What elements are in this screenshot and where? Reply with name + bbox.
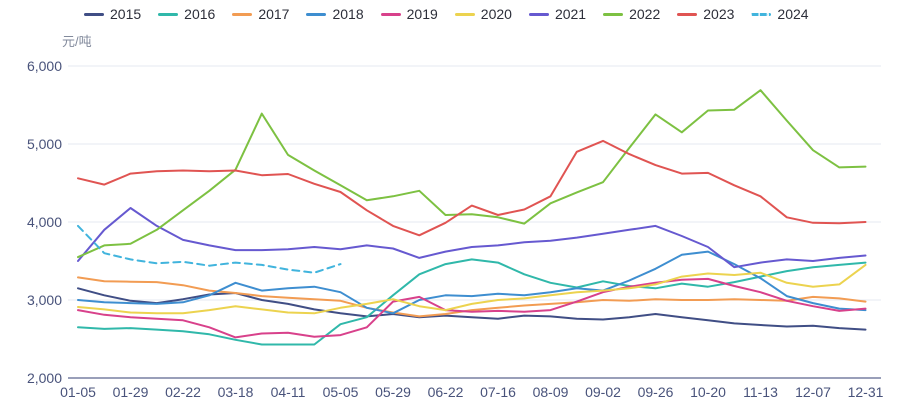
- x-axis-tick-label: 12-31: [848, 384, 884, 400]
- legend-label: 2017: [258, 6, 290, 22]
- legend-item-2023[interactable]: 2023: [677, 4, 734, 24]
- x-axis-tick-label: 02-22: [165, 384, 201, 400]
- series-line-2024: [77, 224, 342, 274]
- y-axis-tick-label: 5,000: [27, 136, 62, 152]
- x-axis-tick-label: 03-18: [218, 384, 254, 400]
- legend-item-2017[interactable]: 2017: [232, 4, 289, 24]
- legend-label: 2021: [554, 6, 587, 22]
- y-axis-tick-label: 2,000: [27, 370, 62, 386]
- x-axis-tick-label: 10-20: [690, 384, 726, 400]
- x-axis-tick-label: 09-02: [585, 384, 621, 400]
- legend-line-swatch: [306, 12, 327, 16]
- legend-item-2016[interactable]: 2016: [158, 4, 215, 24]
- legend: 2015 2016 2017 2018 2019 2020 2021 2022 2023 2024: [84, 4, 809, 24]
- x-axis-tick-label: 07-16: [480, 384, 516, 400]
- legend-label: 2023: [703, 6, 735, 22]
- legend-line-swatch: [677, 12, 698, 16]
- x-axis-tick-label: 04-11: [271, 384, 306, 400]
- series-line-2023: [77, 139, 867, 237]
- y-axis-unit-label: 元/吨: [62, 34, 92, 49]
- legend-item-2022[interactable]: 2022: [603, 4, 660, 24]
- x-axis-tick-label: 12-07: [795, 384, 831, 400]
- legend-line-swatch: [158, 12, 179, 16]
- legend-item-2018[interactable]: 2018: [306, 4, 364, 24]
- x-axis-tick-label: 05-05: [323, 384, 359, 400]
- y-axis-tick-label: 3,000: [27, 292, 62, 308]
- legend-line-swatch: [84, 12, 104, 16]
- legend-line-swatch: [232, 12, 253, 16]
- legend-label: 2015: [110, 6, 142, 22]
- series-line-2021: [77, 207, 867, 269]
- legend-label: 2024: [777, 6, 809, 22]
- legend-label: 2022: [629, 6, 661, 22]
- legend-label: 2020: [480, 6, 512, 22]
- legend-item-2020[interactable]: 2020: [454, 4, 512, 24]
- x-axis-tick-label: 09-26: [638, 384, 674, 400]
- x-axis-tick-label: 11-13: [743, 384, 778, 400]
- legend-label: 2016: [184, 6, 216, 22]
- y-axis-tick-label: 4,000: [27, 214, 62, 230]
- series-line-2022: [77, 89, 867, 259]
- series-line-2016: [77, 258, 867, 346]
- legend-line-swatch: [751, 12, 772, 16]
- x-axis-tick-label: 05-29: [375, 384, 411, 400]
- x-axis-tick-label: 01-29: [113, 384, 149, 400]
- x-axis-tick-label: 06-22: [428, 384, 464, 400]
- legend-item-2021[interactable]: 2021: [528, 4, 587, 24]
- legend-line-swatch: [603, 12, 624, 16]
- legend-label: 2018: [332, 6, 364, 22]
- series-line-2019: [77, 277, 867, 339]
- legend-item-2015[interactable]: 2015: [84, 4, 141, 24]
- legend-line-swatch: [454, 12, 475, 16]
- x-axis-tick-label: 08-09: [533, 384, 569, 400]
- series-line-2017: [77, 276, 867, 318]
- series-line-2018: [77, 250, 867, 315]
- legend-line-swatch: [380, 12, 401, 16]
- x-axis-tick-label: 01-05: [60, 384, 96, 400]
- legend-label: 2019: [406, 6, 438, 22]
- series-line-2020: [77, 263, 867, 315]
- legend-line-swatch: [528, 12, 549, 16]
- legend-item-2024[interactable]: 2024: [751, 4, 809, 24]
- y-axis-tick-label: 6,000: [27, 58, 62, 74]
- legend-item-2019[interactable]: 2019: [380, 4, 438, 24]
